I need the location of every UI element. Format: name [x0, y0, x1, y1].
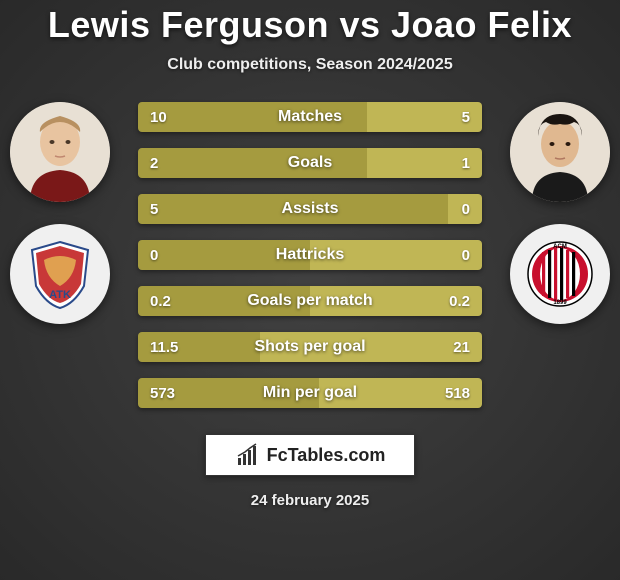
- chart-icon: [235, 442, 261, 468]
- right-player-column: ACM 1899: [510, 102, 610, 324]
- stat-right-value: 21: [453, 339, 470, 356]
- stat-left-segment: 2: [138, 148, 367, 178]
- stat-right-value: 0: [462, 201, 470, 218]
- stat-right-value: 0.2: [449, 293, 470, 310]
- stat-left-value: 573: [150, 385, 175, 402]
- stat-right-value: 5: [462, 109, 470, 126]
- footer-date: 24 february 2025: [251, 492, 369, 509]
- left-player-avatar: [10, 102, 110, 202]
- left-player-column: ATK: [10, 102, 110, 324]
- stat-label: Shots per goal: [254, 338, 365, 356]
- right-club-badge: ACM 1899: [510, 224, 610, 324]
- club-year: 1899: [553, 300, 567, 306]
- stat-label: Assists: [282, 200, 339, 218]
- stat-right-value: 0: [462, 247, 470, 264]
- main-container: Lewis Ferguson vs Joao Felix Club compet…: [0, 0, 620, 580]
- stat-row: 0.2 0.2 Goals per match: [138, 286, 482, 316]
- left-club-badge: ATK: [10, 224, 110, 324]
- person-icon: [510, 102, 610, 202]
- stat-left-value: 2: [150, 155, 158, 172]
- comparison-panel: ATK: [0, 102, 620, 408]
- page-subtitle: Club competitions, Season 2024/2025: [167, 56, 452, 74]
- club-code: ACM: [553, 244, 567, 250]
- stat-right-segment: 1: [367, 148, 482, 178]
- stat-left-value: 11.5: [150, 339, 178, 356]
- shield-icon: ATK: [24, 238, 96, 310]
- stat-left-value: 5: [150, 201, 158, 218]
- stat-label: Goals: [288, 154, 332, 172]
- stat-row: 0 0 Hattricks: [138, 240, 482, 270]
- stat-right-segment: 5: [367, 102, 482, 132]
- stat-left-segment: 11.5: [138, 332, 260, 362]
- stat-row: 5 0 Assists: [138, 194, 482, 224]
- stat-right-segment: 0: [448, 194, 482, 224]
- right-player-avatar: [510, 102, 610, 202]
- stat-row: 2 1 Goals: [138, 148, 482, 178]
- stat-left-value: 10: [150, 109, 167, 126]
- stat-left-value: 0.2: [150, 293, 171, 310]
- footer-brand-text: FcTables.com: [267, 445, 386, 466]
- stat-right-value: 518: [445, 385, 470, 402]
- stat-row: 10 5 Matches: [138, 102, 482, 132]
- stat-label: Matches: [278, 108, 342, 126]
- footer-brand-box: FcTables.com: [205, 434, 415, 476]
- shield-icon: ACM 1899: [524, 238, 596, 310]
- stat-label: Min per goal: [263, 384, 357, 402]
- stat-row: 11.5 21 Shots per goal: [138, 332, 482, 362]
- club-code: ATK: [49, 289, 71, 301]
- person-icon: [10, 102, 110, 202]
- stat-left-value: 0: [150, 247, 158, 264]
- stat-right-value: 1: [462, 155, 470, 172]
- stat-label: Goals per match: [247, 292, 372, 310]
- stat-row: 573 518 Min per goal: [138, 378, 482, 408]
- stat-bars: 105Matches21Goals50Assists00Hattricks0.2…: [138, 102, 482, 408]
- page-title: Lewis Ferguson vs Joao Felix: [48, 4, 572, 46]
- stat-label: Hattricks: [276, 246, 344, 264]
